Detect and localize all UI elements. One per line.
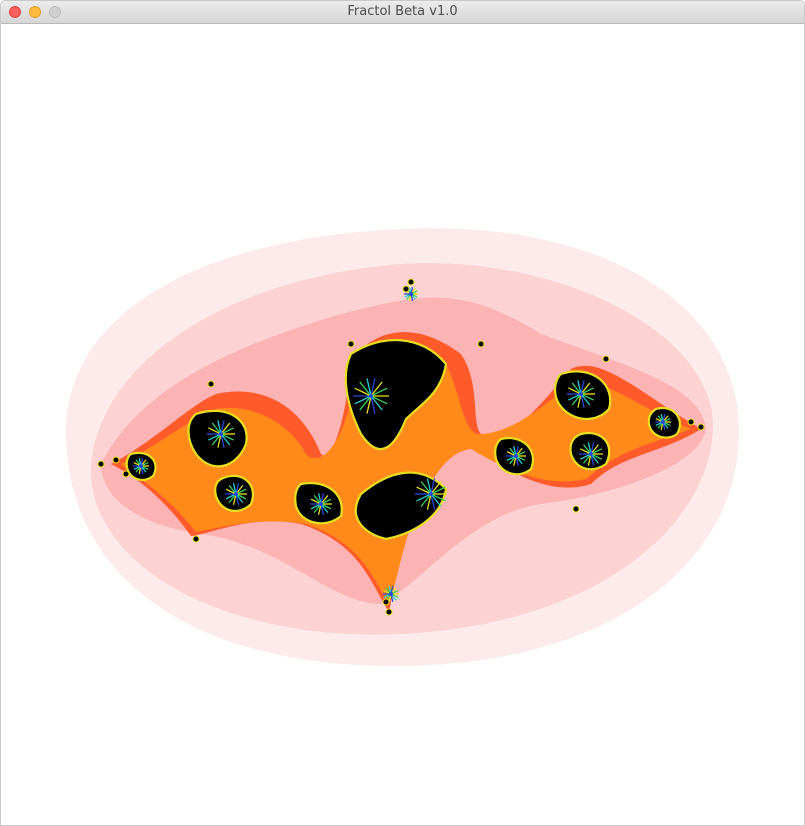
- fractal-tendril: [385, 608, 393, 616]
- fractal-spoke-center: [234, 492, 238, 496]
- fractal-spoke: [220, 420, 225, 435]
- fractal-spoke-center: [514, 454, 518, 458]
- fractal-spoke: [590, 453, 603, 460]
- fractal-spoke-center: [589, 452, 593, 456]
- fractal-spoke-center: [319, 502, 323, 506]
- title-bar[interactable]: Fractol Beta v1.0: [1, 1, 804, 24]
- fractal-spoke-center: [389, 592, 393, 596]
- fractal-spoke: [370, 381, 383, 397]
- fractal-spoke: [359, 395, 372, 411]
- fractal-tendril: [477, 340, 485, 348]
- fractal-tendril: [697, 423, 705, 431]
- fractal-spoke: [587, 442, 592, 455]
- fractal-spoke-center: [219, 432, 223, 436]
- fractal-spoke: [220, 433, 231, 446]
- fractal-tendril: [122, 470, 130, 478]
- fractal-spoke: [580, 382, 591, 395]
- fractal-spoke-center: [139, 464, 143, 468]
- fractal-spoke: [366, 395, 372, 414]
- fractal-spoke: [577, 380, 582, 395]
- fractal-spoke: [370, 395, 383, 411]
- fractal-spoke: [430, 493, 442, 507]
- fractal-spoke: [430, 478, 436, 495]
- fractal-spoke: [590, 442, 595, 455]
- fractal-spoke: [220, 422, 231, 435]
- fractal-spoke: [366, 378, 372, 397]
- fractal-spoke: [211, 433, 222, 446]
- fractal-spoke: [580, 393, 594, 401]
- window-title: Fractol Beta v1.0: [347, 4, 458, 19]
- fractal-spoke: [370, 387, 388, 397]
- fractal-spoke: [420, 493, 432, 507]
- fractal-spoke-center: [429, 492, 433, 496]
- fractal-spoke-center: [661, 420, 665, 424]
- close-button[interactable]: [9, 6, 21, 18]
- fractal-tendril: [382, 598, 390, 606]
- fractal-spoke: [430, 493, 446, 502]
- zoom-button[interactable]: [49, 6, 61, 18]
- fractal-tendril: [407, 278, 415, 286]
- fractal-spoke: [370, 395, 376, 414]
- fractal-tendril: [192, 535, 200, 543]
- fractal-canvas[interactable]: [1, 24, 804, 825]
- fractal-spoke-center: [369, 394, 373, 398]
- fractal-spoke: [416, 486, 432, 495]
- fractal-tendril: [112, 456, 120, 464]
- fractal-tendril: [402, 285, 410, 293]
- fractal-spoke: [580, 380, 585, 395]
- fractal-interior-group: [125, 338, 682, 541]
- fractal-spoke: [587, 453, 592, 466]
- fractal-interior-blob: [354, 471, 448, 541]
- fractal-spoke: [208, 427, 222, 435]
- fractal-spoke-center: [579, 392, 583, 396]
- fractal-tendril: [347, 340, 355, 348]
- fractal-image: [65, 228, 740, 667]
- fractal-spoke: [354, 395, 372, 405]
- fractal-spoke: [370, 378, 376, 397]
- fractal-color-bands: [97, 278, 705, 616]
- fractal-spoke: [220, 433, 225, 448]
- fractal-spoke: [217, 433, 222, 448]
- fractal-tendril: [687, 418, 695, 426]
- fractal-interior-blob: [344, 338, 448, 450]
- minimize-button[interactable]: [29, 6, 41, 18]
- fractal-spoke: [420, 481, 432, 495]
- fractal-spoke: [430, 493, 436, 510]
- fractal-tendril: [97, 460, 105, 468]
- fractal-tendril: [207, 380, 215, 388]
- fractal-spoke: [571, 382, 582, 395]
- fractal-spoke: [590, 453, 595, 466]
- fractal-spoke: [590, 448, 603, 455]
- fractal-spoke: [426, 493, 432, 510]
- fractal-tendril: [572, 505, 580, 513]
- fractal-spoke: [354, 387, 372, 397]
- fractal-spoke: [577, 393, 582, 408]
- fractal-spoke: [580, 393, 591, 406]
- fractal-spoke: [211, 422, 222, 435]
- fractal-spoke: [571, 393, 582, 406]
- fractal-spoke: [370, 395, 388, 405]
- fractal-spoke: [580, 387, 594, 395]
- fractal-spoke-center: [409, 292, 413, 296]
- fractal-spoke: [359, 381, 372, 397]
- fractal-spoke: [579, 453, 592, 460]
- fractal-spoke: [208, 433, 222, 441]
- fractal-tendril: [602, 355, 610, 363]
- fractal-spoke: [580, 393, 585, 408]
- fractal-spoke: [426, 478, 432, 495]
- fractal-spoke: [568, 387, 582, 395]
- fractal-spoke: [430, 481, 442, 495]
- fractal-spoke: [220, 427, 234, 435]
- fractal-spoke: [220, 433, 234, 441]
- fractal-spoke: [430, 486, 446, 495]
- fractal-spoke: [579, 448, 592, 455]
- fractal-spoke: [568, 393, 582, 401]
- fractal-spoke: [416, 493, 432, 502]
- fractal-spoke: [217, 420, 222, 435]
